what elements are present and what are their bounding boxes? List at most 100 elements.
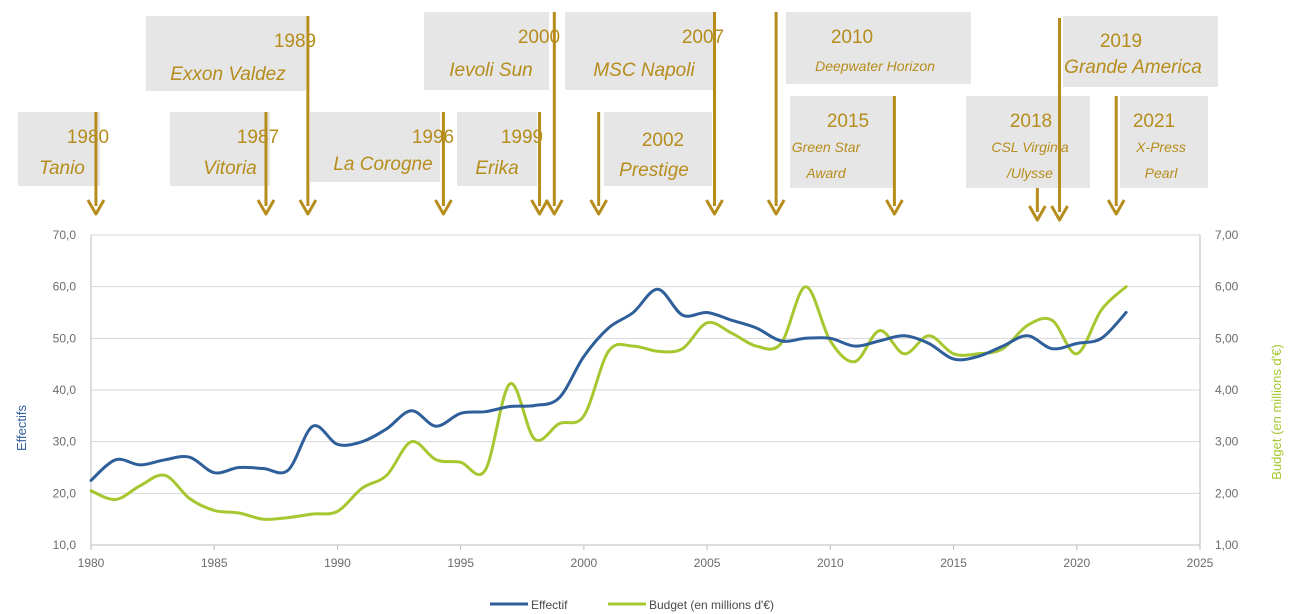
event-year: 1999	[501, 127, 543, 148]
x-tick: 2025	[1187, 556, 1214, 570]
y-tick-right: 2,00	[1215, 486, 1239, 500]
event-name: X-Press	[1135, 139, 1186, 155]
y-axis-left-title: Effectifs	[14, 405, 29, 452]
y-tick-right: 7,00	[1215, 228, 1239, 242]
axis-ticks: 10,0 1,00 20,0 2,00 30,0 3,00 40,0 4,00 50,0 5,00…	[53, 228, 1239, 570]
event-year: 2000	[518, 27, 560, 48]
event-box	[1063, 16, 1218, 87]
event-box	[1120, 96, 1208, 188]
event-box	[790, 96, 893, 188]
event-1989: 1989 Exxon Valdez	[146, 16, 316, 91]
event-name: Deepwater Horizon	[815, 58, 935, 74]
event-1999: 1999 Erika	[457, 112, 543, 186]
event-arrow-head	[1050, 205, 1069, 222]
series-line-effectif	[89, 287, 1128, 482]
event-2015: 2015 Green Star Award	[790, 96, 893, 188]
event-arrow-head	[86, 199, 106, 216]
legend: Effectif Budget (en millions d'€)	[490, 598, 774, 612]
event-name: Tanio	[39, 158, 85, 179]
event-arrow-head	[705, 199, 724, 216]
y-tick-right: 1,00	[1215, 538, 1239, 552]
series-line-budget	[89, 285, 1128, 521]
event-arrow-head	[530, 199, 549, 216]
y-tick-left: 50,0	[53, 331, 77, 345]
y-tick-left: 70,0	[53, 228, 77, 242]
event-year: 1996	[412, 127, 454, 148]
event-year: 2018	[1010, 111, 1052, 132]
event-year: 2010	[831, 27, 873, 48]
event-year: 1987	[237, 127, 279, 148]
event-2021: 2021 X-Press Pearl	[1120, 96, 1208, 188]
y-tick-right: 5,00	[1215, 331, 1239, 345]
event-name: Green Star	[792, 139, 862, 155]
event-year: 1989	[274, 31, 316, 52]
event-arrow-head	[766, 199, 786, 216]
event-arrow-head	[589, 199, 608, 216]
x-tick: 2010	[817, 556, 844, 570]
event-2007: 2007 MSC Napoli	[565, 12, 724, 90]
x-tick: 2020	[1063, 556, 1090, 570]
event-name: Prestige	[619, 160, 689, 181]
event-year: 1980	[67, 127, 109, 148]
event-box	[18, 112, 100, 186]
event-name: Pearl	[1145, 165, 1179, 181]
y-tick-left: 40,0	[53, 383, 77, 397]
x-tick: 1980	[78, 556, 105, 570]
grid-lines	[90, 234, 1201, 550]
event-arrow-head	[434, 199, 453, 216]
event-2018: 2018 CSL Virginia/Ulysse	[966, 96, 1090, 188]
event-name: Award	[805, 165, 847, 181]
event-2000: 2000 Ievoli Sun	[424, 12, 560, 90]
y-tick-right: 6,00	[1215, 280, 1239, 294]
event-year: 2021	[1133, 111, 1175, 132]
x-tick: 2000	[571, 556, 598, 570]
event-2002: 2002 Prestige	[604, 112, 712, 186]
event-arrow-head	[1106, 199, 1126, 216]
event-year: 2019	[1100, 31, 1142, 52]
event-arrow-head	[885, 199, 904, 216]
event-name: Ievoli Sun	[449, 60, 532, 81]
event-box	[565, 12, 715, 90]
x-tick: 2005	[694, 556, 721, 570]
event-name: Exxon Valdez	[170, 64, 286, 85]
event-1987: 1987 Vitoria	[170, 112, 279, 186]
event-box	[310, 112, 440, 182]
event-arrow-head	[256, 199, 276, 216]
event-name: Grande America	[1064, 57, 1202, 78]
event-box	[786, 12, 971, 84]
y-tick-left: 20,0	[53, 486, 77, 500]
event-box	[966, 96, 1090, 188]
y-tick-right: 4,00	[1215, 383, 1239, 397]
event-arrow-head	[298, 199, 318, 216]
event-box	[146, 16, 306, 91]
event-arrow-head	[1028, 205, 1047, 222]
legend-label-budget: Budget (en millions d'€)	[649, 598, 774, 612]
event-annotations: 1980 Tanio 1987 Vitoria 1989 Exxon Valdez 1996…	[18, 12, 1218, 222]
event-name: Vitoria	[203, 158, 257, 179]
legend-label-effectif: Effectif	[531, 598, 568, 612]
event-year: 2015	[827, 111, 869, 132]
event-box	[170, 112, 270, 186]
y-axis-right-title: Budget (en millions d'€)	[1269, 344, 1284, 479]
event-name: La Corogne	[333, 154, 432, 175]
event-name: MSC Napoli	[593, 60, 695, 81]
y-tick-right: 3,00	[1215, 435, 1239, 449]
event-year: 2007	[682, 27, 724, 48]
x-tick: 1995	[447, 556, 474, 570]
y-tick-left: 30,0	[53, 435, 77, 449]
event-year: 2002	[642, 130, 684, 151]
event-2010: 2010 Deepwater Horizon	[786, 12, 971, 84]
event-box	[424, 12, 549, 90]
x-tick: 1990	[324, 556, 351, 570]
event-arrow-head	[545, 199, 564, 216]
y-tick-left: 60,0	[53, 280, 77, 294]
event-name: /Ulysse	[1006, 165, 1053, 181]
event-1980: 1980 Tanio	[18, 112, 109, 186]
event-box	[604, 112, 712, 186]
x-tick: 1985	[201, 556, 228, 570]
x-tick: 2015	[940, 556, 967, 570]
event-name: CSL Virginia	[991, 139, 1069, 155]
event-box	[457, 112, 537, 186]
event-1996: 1996 La Corogne	[310, 112, 454, 182]
